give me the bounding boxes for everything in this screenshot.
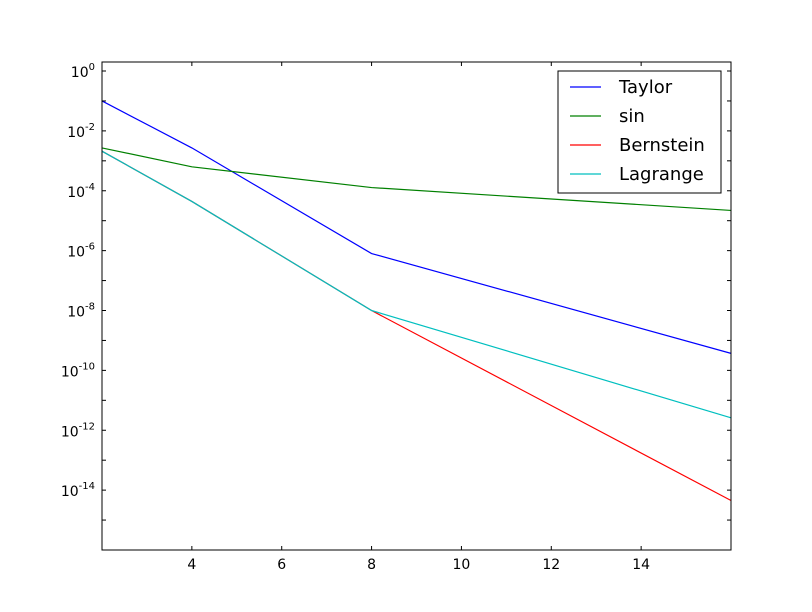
y-tick-label: 10-10	[61, 361, 95, 380]
y-tick-exponent: -6	[85, 242, 95, 253]
y-tick-label: 10-6	[67, 242, 95, 261]
y-tick-exponent: -14	[79, 481, 95, 492]
y-tick-exponent: -4	[85, 182, 95, 193]
x-tick-label: 6	[277, 557, 286, 573]
y-tick-exponent: 0	[89, 62, 95, 73]
y-tick-base: 10	[67, 305, 85, 321]
x-axis: 4 6 8 10 12 14	[187, 62, 650, 573]
y-tick-base: 10	[67, 125, 85, 141]
y-tick-label: 10-8	[67, 302, 95, 321]
y-tick-label: 10-14	[61, 481, 95, 500]
y-tick-base: 10	[61, 364, 79, 380]
y-tick-base: 10	[67, 245, 85, 261]
x-tick-label: 12	[542, 557, 560, 573]
y-tick-label: 100	[71, 62, 95, 81]
x-tick-label: 10	[453, 557, 471, 573]
y-tick-base: 10	[61, 484, 79, 500]
legend-label: Bernstein	[619, 135, 705, 156]
legend-box	[557, 70, 722, 194]
x-tick-label: 4	[187, 557, 196, 573]
x-tick-label: 8	[367, 557, 376, 573]
y-tick-base: 10	[67, 185, 85, 201]
series-line-lagrange	[101, 150, 732, 419]
x-tick-label: 14	[632, 557, 650, 573]
y-tick-exponent: -2	[85, 122, 95, 133]
y-tick-base: 10	[71, 65, 89, 81]
legend-label: Taylor	[618, 77, 673, 98]
series-layer	[101, 100, 732, 502]
y-tick-label: 10-4	[67, 182, 95, 201]
legend-label: sin	[619, 106, 645, 127]
legend: Taylor sin Bernstein Lagrange	[557, 70, 722, 194]
y-tick-label: 10-2	[67, 122, 95, 141]
plot-frame	[101, 61, 732, 551]
series-line-sin	[101, 147, 732, 212]
y-tick-exponent: -12	[79, 421, 95, 432]
y-tick-exponent: -10	[79, 361, 95, 372]
y-tick-base: 10	[61, 424, 79, 440]
legend-label: Lagrange	[619, 164, 704, 185]
y-tick-exponent: -8	[85, 302, 95, 313]
series-line-taylor	[101, 100, 732, 354]
y-tick-label: 10-12	[61, 421, 95, 440]
